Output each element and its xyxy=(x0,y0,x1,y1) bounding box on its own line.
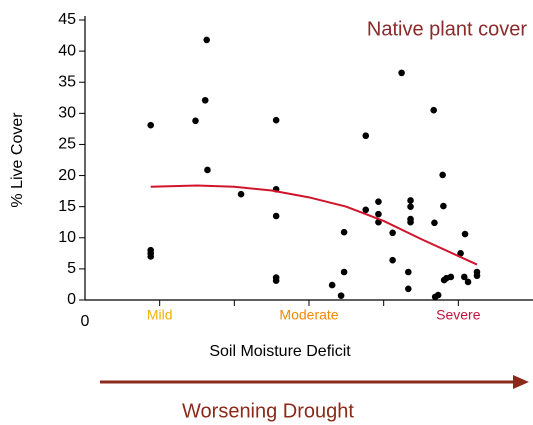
y-tick-label: 25 xyxy=(58,136,76,153)
point xyxy=(204,166,211,174)
point xyxy=(461,230,469,238)
y-tick-label: 35 xyxy=(58,73,76,90)
point xyxy=(407,218,414,226)
x-tick-label: Severe xyxy=(436,307,481,323)
point xyxy=(203,36,211,44)
point xyxy=(405,268,412,276)
point xyxy=(398,69,405,77)
y-tick-label: 15 xyxy=(58,198,76,215)
x-tick-label: Mild xyxy=(147,307,173,323)
point xyxy=(464,278,472,286)
x-tick-label: Moderate xyxy=(279,307,338,323)
point xyxy=(192,117,199,125)
point xyxy=(434,291,442,299)
point xyxy=(147,253,155,260)
y-tick-label: 0 xyxy=(67,291,76,308)
point xyxy=(272,277,280,285)
point xyxy=(340,228,348,236)
point xyxy=(272,116,280,124)
point xyxy=(272,212,280,220)
point xyxy=(405,285,412,293)
point xyxy=(407,203,414,210)
point xyxy=(340,268,348,276)
y-tick-label: 40 xyxy=(58,42,76,59)
point xyxy=(201,96,209,104)
annotation: Native plant cover xyxy=(367,18,527,40)
y-tick-label: 20 xyxy=(58,167,76,184)
point xyxy=(237,190,245,198)
point xyxy=(389,229,396,237)
point xyxy=(447,273,455,281)
point xyxy=(375,210,382,218)
point xyxy=(389,256,396,264)
point xyxy=(473,272,481,280)
point xyxy=(461,273,468,281)
y-tick-label: 5 xyxy=(67,260,76,277)
y-axis-label: % Live Cover xyxy=(9,112,26,208)
arrow-head xyxy=(513,375,529,389)
point xyxy=(328,281,336,289)
fit-curve xyxy=(150,184,478,266)
point xyxy=(430,106,437,114)
point xyxy=(440,202,447,210)
y-tick-label: 10 xyxy=(58,229,76,246)
y-tick-label: 45 xyxy=(58,11,76,28)
arrow-label: Worsening Drought xyxy=(182,400,354,422)
point xyxy=(457,250,464,257)
x-tick-label: 0 xyxy=(81,313,90,330)
point xyxy=(375,198,382,205)
point xyxy=(431,219,438,227)
point xyxy=(147,121,155,129)
point xyxy=(439,171,446,179)
y-tick-label: 30 xyxy=(58,105,76,122)
point xyxy=(337,292,345,299)
x-axis-label: Soil Moisture Deficit xyxy=(209,343,351,360)
point xyxy=(362,206,370,214)
point xyxy=(362,132,370,140)
point xyxy=(407,197,414,204)
